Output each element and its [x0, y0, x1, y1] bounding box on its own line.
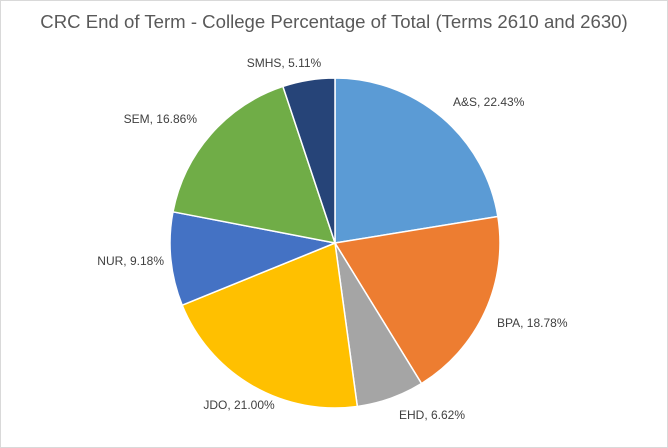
chart-title: CRC End of Term - College Percentage of … [40, 11, 628, 32]
data-label-jdo: JDO, 21.00% [203, 398, 275, 412]
pie-slice-jdo [181, 242, 359, 409]
data-label-a-s: A&S, 22.43% [453, 95, 525, 109]
pie-slice-sem [172, 85, 336, 244]
pie-slice-bpa [334, 215, 501, 385]
data-label-ehd: EHD, 6.62% [399, 408, 465, 422]
pie-slice-smhs [282, 77, 336, 244]
data-label-bpa: BPA, 18.78% [497, 316, 568, 330]
data-label-nur: NUR, 9.18% [97, 254, 164, 268]
data-label-sem: SEM, 16.86% [124, 112, 198, 126]
pie-slice-a-s [334, 77, 499, 244]
pie-slices [169, 77, 501, 409]
pie-labels: A&S, 22.43% BPA, 18.78% EHD, 6.62% JDO, 21.… [97, 56, 568, 422]
data-label-smhs: SMHS, 5.11% [247, 56, 322, 70]
